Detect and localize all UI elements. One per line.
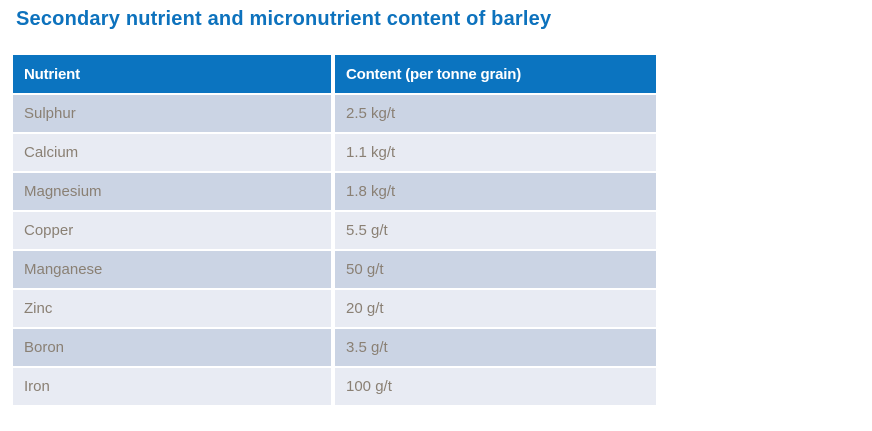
- content-cell: 5.5 g/t: [335, 212, 656, 249]
- nutrient-cell: Magnesium: [13, 173, 331, 210]
- content-cell: 20 g/t: [335, 290, 656, 327]
- content-cell: 2.5 kg/t: [335, 95, 656, 132]
- page-title: Secondary nutrient and micronutrient con…: [16, 8, 552, 30]
- content-cell: 1.8 kg/t: [335, 173, 656, 210]
- content-cell: 3.5 g/t: [335, 329, 656, 366]
- table-header-row: Nutrient Content (per tonne grain): [13, 55, 656, 93]
- table-row-zinc: Zinc 20 g/t: [13, 290, 656, 327]
- nutrient-cell: Calcium: [13, 134, 331, 171]
- table-row-sulphur: Sulphur 2.5 kg/t: [13, 95, 656, 132]
- table-row-boron: Boron 3.5 g/t: [13, 329, 656, 366]
- table-body: Sulphur 2.5 kg/t Calcium 1.1 kg/t Magnes…: [13, 95, 656, 405]
- nutrient-cell: Manganese: [13, 251, 331, 288]
- content-cell: 100 g/t: [335, 368, 656, 405]
- table-row-manganese: Manganese 50 g/t: [13, 251, 656, 288]
- nutrient-cell: Boron: [13, 329, 331, 366]
- table-row-magnesium: Magnesium 1.8 kg/t: [13, 173, 656, 210]
- nutrient-cell: Copper: [13, 212, 331, 249]
- table-row-calcium: Calcium 1.1 kg/t: [13, 134, 656, 171]
- column-header-content: Content (per tonne grain): [335, 55, 656, 93]
- nutrient-table: Nutrient Content (per tonne grain) Sulph…: [13, 55, 656, 407]
- table-row-copper: Copper 5.5 g/t: [13, 212, 656, 249]
- content-cell: 1.1 kg/t: [335, 134, 656, 171]
- nutrient-cell: Sulphur: [13, 95, 331, 132]
- table-row-iron: Iron 100 g/t: [13, 368, 656, 405]
- nutrient-cell: Iron: [13, 368, 331, 405]
- content-cell: 50 g/t: [335, 251, 656, 288]
- nutrient-cell: Zinc: [13, 290, 331, 327]
- column-header-nutrient: Nutrient: [13, 55, 331, 93]
